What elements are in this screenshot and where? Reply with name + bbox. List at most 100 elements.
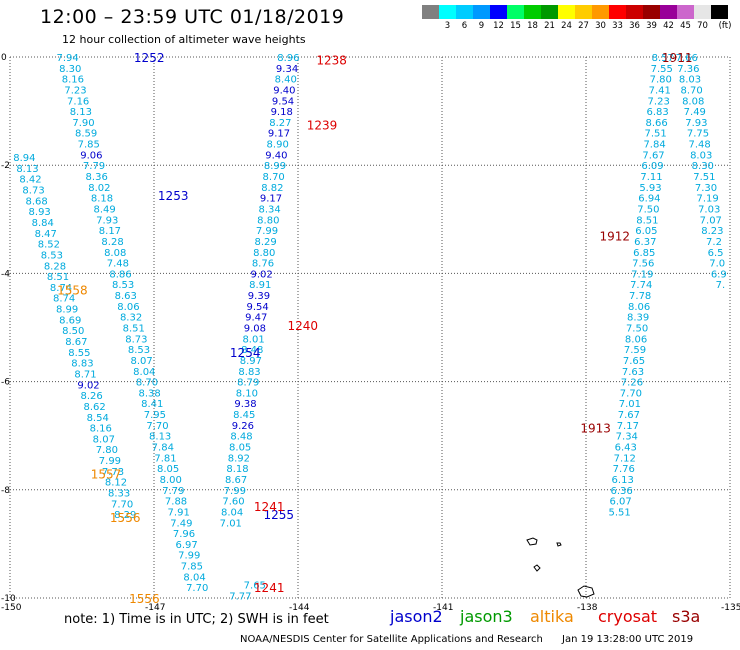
swh-value: 7.19: [696, 194, 718, 205]
lon-tick-label: -144: [289, 603, 310, 613]
swh-value: 7.59: [624, 345, 646, 356]
swh-value: 6.36: [611, 486, 633, 497]
swh-value: 8.27: [269, 118, 291, 129]
swh-value: 7.75: [687, 129, 709, 140]
swh-value: 8.30: [692, 161, 714, 172]
swh-value: 8.05: [229, 443, 251, 454]
swh-value: 8.18: [91, 194, 113, 205]
swh-value: 8.76: [252, 259, 274, 270]
color-swatch: [694, 5, 711, 19]
swh-value: 8.48: [230, 432, 252, 443]
footer-timestamp: Jan 19 13:28:00 UTC 2019: [562, 634, 694, 645]
swh-value: 8.06: [628, 302, 650, 313]
swh-value: 7.85: [78, 140, 100, 151]
color-scale-labels: 3 6 9 12 15 18 21 24 27 30 33 36 39 42 45 70 (ft): [422, 21, 732, 33]
swh-value: 7.99: [224, 486, 246, 497]
swh-value: 7.16: [67, 96, 89, 107]
footer-credit: NOAA/NESDIS Center for Satellite Applica…: [240, 634, 543, 645]
swh-value: 6.09: [641, 161, 663, 172]
orbit-number-label: 1255: [264, 508, 295, 522]
swh-value: 8.03: [679, 75, 701, 86]
swh-value: 7.99: [99, 456, 121, 467]
color-swatch: [507, 5, 524, 19]
orbit-number-label: 1912: [600, 230, 631, 244]
swh-value: 8.51: [123, 324, 145, 335]
orbit-number-label: 1558: [57, 284, 88, 298]
swh-value: 8.92: [228, 453, 250, 464]
swh-value: 6.85: [633, 248, 655, 259]
swh-value: 8.28: [44, 261, 66, 272]
swh-value: 7.99: [178, 551, 200, 562]
swh-value: 9.06: [80, 150, 102, 161]
swh-value: 9.18: [271, 107, 293, 118]
swh-value: 8.80: [253, 248, 275, 259]
color-scale-tick: 12: [493, 21, 504, 31]
swh-value: 7.12: [614, 453, 636, 464]
swh-value: 7.50: [626, 324, 648, 335]
color-scale-tick: 6: [461, 21, 468, 31]
swh-value: 6.37: [634, 237, 656, 248]
swh-value: 8.91: [249, 280, 271, 291]
swh-value: 8.70: [263, 172, 285, 183]
orbit-number-label: 1913: [580, 422, 611, 436]
swh-value: 8.67: [225, 475, 247, 486]
orbit-number-label: 1241: [254, 500, 285, 514]
swh-value: 5.93: [639, 183, 661, 194]
color-swatch: [643, 5, 660, 19]
swh-value: 8.59: [75, 129, 97, 140]
swh-value: 8.08: [104, 248, 126, 259]
swh-value: 8.04: [133, 367, 155, 378]
swh-value: 8.06: [625, 334, 647, 345]
swh-value: 8.04: [221, 507, 243, 518]
swh-value: 8.08: [682, 96, 704, 107]
swh-value: 7.96: [173, 529, 195, 540]
swh-value: 8.62: [84, 402, 106, 413]
color-swatch: [711, 5, 728, 19]
swh-value: 7.70: [186, 583, 208, 594]
swh-value: 7.65: [623, 356, 645, 367]
swh-value: 8.50: [62, 326, 84, 337]
swh-value: 9.02: [77, 380, 99, 391]
color-scale-tick: 24: [561, 21, 572, 31]
lat-tick-label: 0: [1, 53, 7, 63]
swh-value: 7.07: [700, 215, 722, 226]
swh-value: 7.2: [706, 237, 722, 248]
swh-value: 9.34: [276, 64, 298, 75]
swh-value: 8.53: [128, 345, 150, 356]
swh-value: 8.53: [112, 280, 134, 291]
color-scale-unit: (ft): [718, 21, 732, 31]
swh-value: 8.97: [240, 356, 262, 367]
satellite-legend-cryosat: cryosat: [598, 607, 658, 626]
island-outline: [577, 585, 595, 598]
swh-value: 8.13: [149, 432, 171, 443]
color-swatch: [558, 5, 575, 19]
swh-value: 8.74: [53, 294, 75, 305]
color-swatch: [626, 5, 643, 19]
orbit-number-label: 1241: [254, 581, 285, 595]
swh-value: 7.51: [644, 129, 666, 140]
swh-value: 7.95: [144, 410, 166, 421]
swh-value: 8.83: [238, 367, 260, 378]
swh-value: 8.84: [32, 218, 54, 229]
swh-value: 8.06: [117, 302, 139, 313]
swh-value: 8.45: [233, 410, 255, 421]
swh-value: 6.5: [708, 248, 724, 259]
swh-value: 7.63: [622, 367, 644, 378]
color-scale-tick: 42: [663, 21, 674, 31]
swh-value: 8.82: [261, 183, 283, 194]
orbit-number-label: 1240: [288, 319, 319, 333]
swh-value: 8.02: [88, 183, 110, 194]
swh-value: 7.90: [72, 118, 94, 129]
color-swatch: [592, 5, 609, 19]
swh-value: 8.30: [59, 64, 81, 75]
swh-value: 6.13: [612, 475, 634, 486]
swh-value: 8.07: [131, 356, 153, 367]
swh-value: 8.49: [93, 204, 115, 215]
swh-value: 8.05: [157, 464, 179, 475]
swh-value: 8.83: [71, 359, 93, 370]
satellite-legend-altika: altika: [530, 607, 574, 626]
swh-value: 7.80: [96, 445, 118, 456]
swh-value: 8.04: [183, 572, 205, 583]
orbit-number-label: 1252: [134, 51, 165, 65]
swh-value: 8.47: [35, 229, 57, 240]
